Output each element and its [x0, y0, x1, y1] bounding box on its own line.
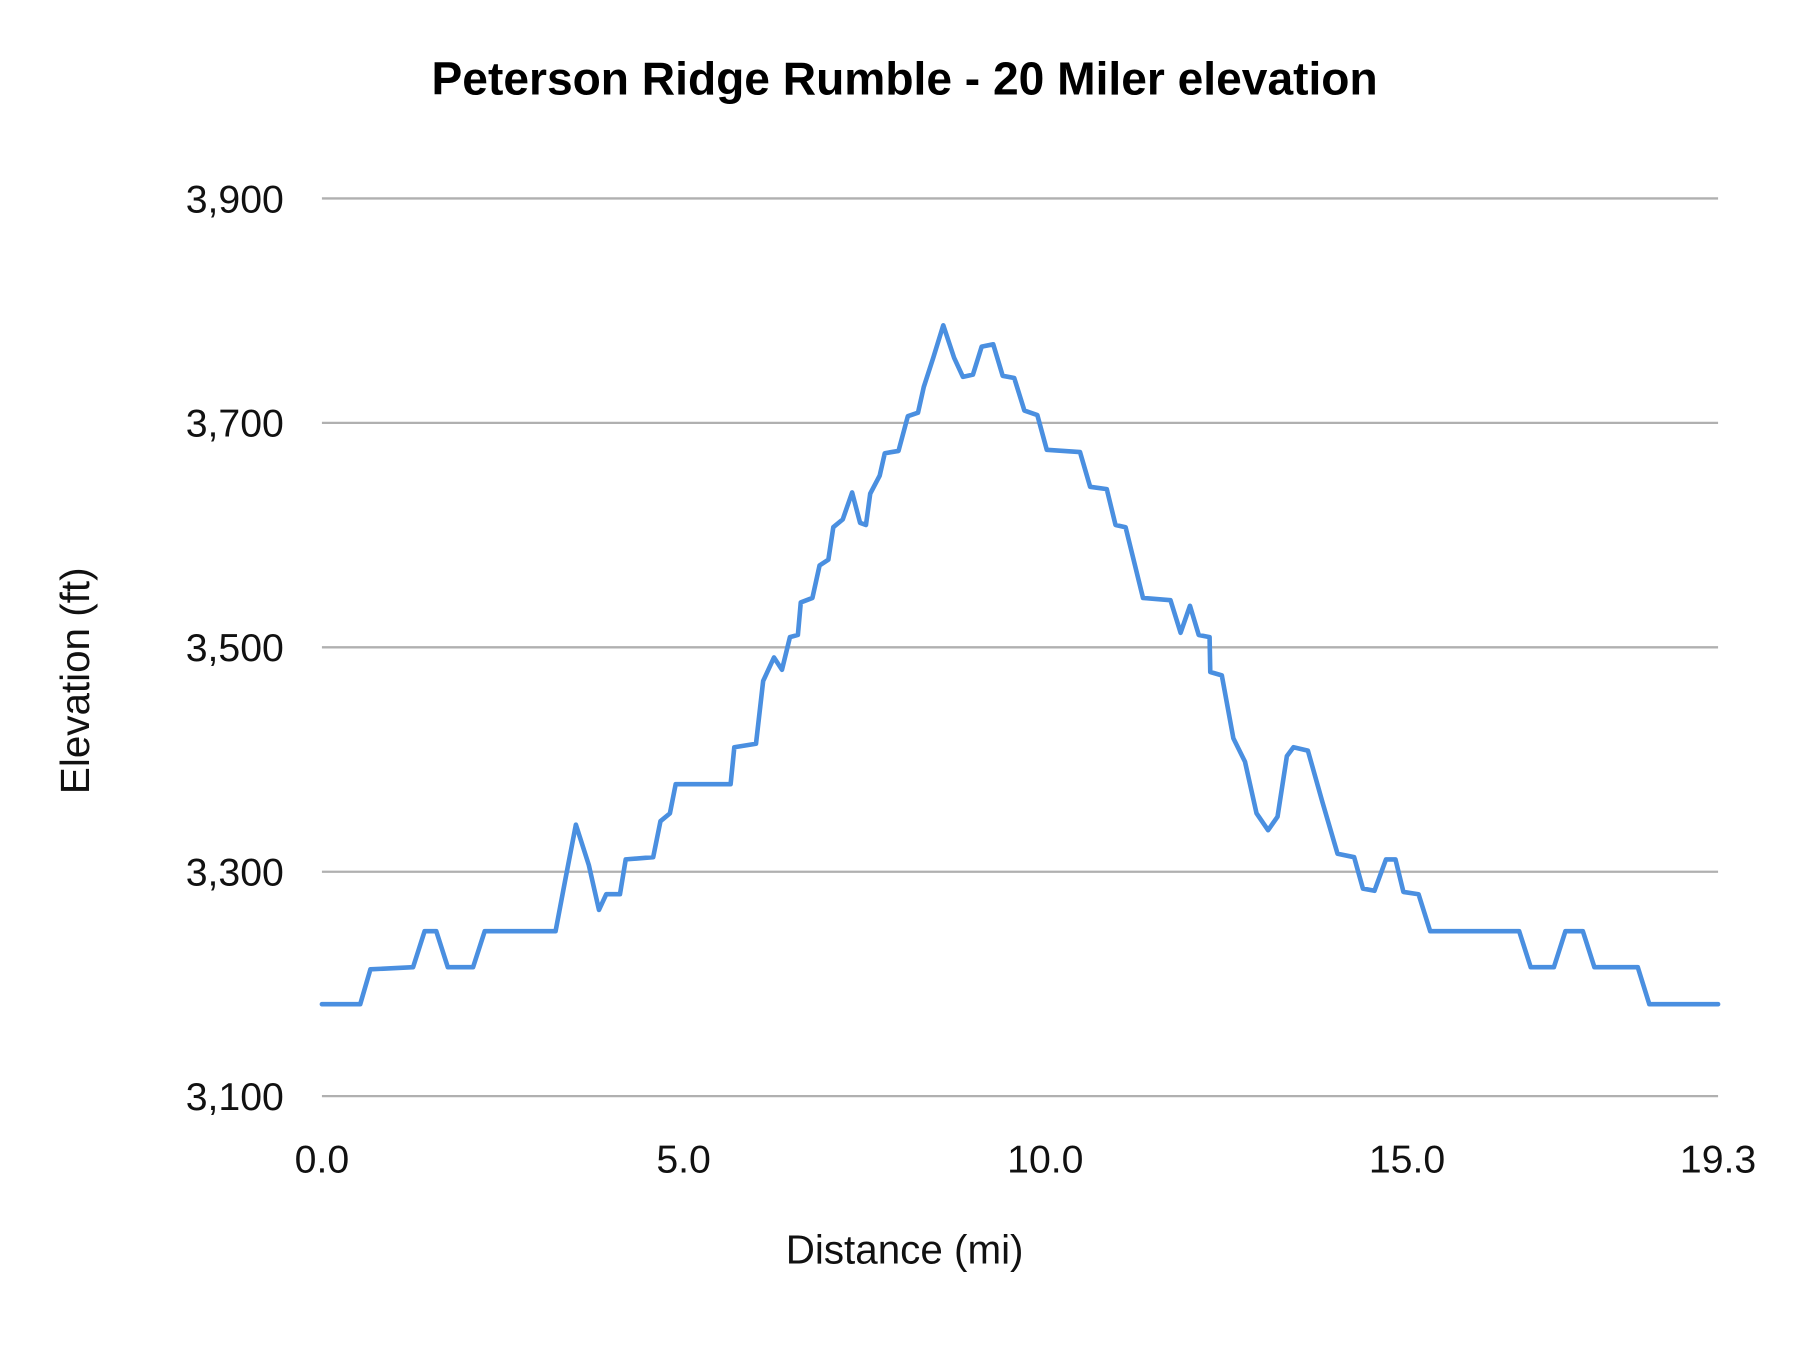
elevation-line	[319, 322, 1721, 1007]
x-tick-label: 15.0	[1369, 1137, 1445, 1181]
y-tick-label: 3,500	[186, 626, 284, 670]
x-tick-label: 19.3	[1680, 1137, 1756, 1181]
y-axis-ticks: 3,100 3,300 3,500 3,700 3,900	[186, 177, 284, 1119]
y-tick-label: 3,100	[186, 1075, 284, 1119]
x-tick-label: 10.0	[1007, 1137, 1083, 1181]
chart-title: Peterson Ridge Rumble - 20 Miler elevati…	[432, 53, 1378, 105]
y-tick-label: 3,300	[186, 851, 284, 895]
gridlines	[321, 197, 1719, 1098]
y-tick-label: 3,700	[186, 402, 284, 446]
y-axis-label: Elevation (ft)	[52, 567, 98, 794]
x-axis-ticks: 0.0 5.0 10.0 15.0 19.3	[295, 1137, 1757, 1181]
x-tick-label: 5.0	[656, 1137, 711, 1181]
x-axis-label: Distance (mi)	[786, 1226, 1024, 1272]
x-tick-label: 0.0	[295, 1137, 350, 1181]
y-tick-label: 3,900	[186, 177, 284, 221]
